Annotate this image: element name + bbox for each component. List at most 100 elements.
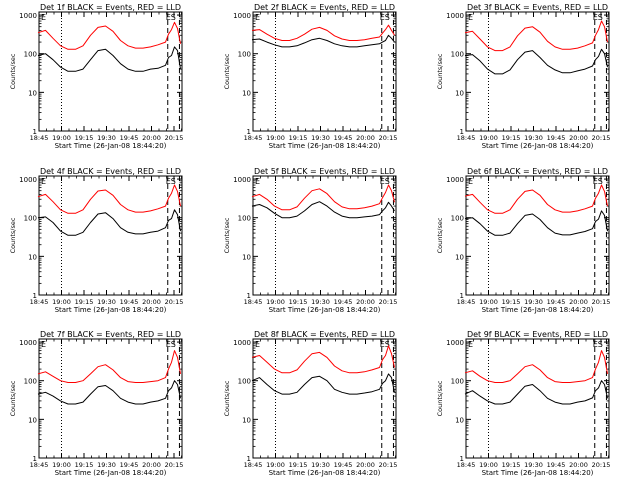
x-tick-label: 19:45 <box>334 134 353 142</box>
y-tick-label: 100 <box>451 51 464 59</box>
x-tick-label: 18:45 <box>244 298 263 306</box>
es-marker-label: ES <box>166 13 176 22</box>
y-tick-label: 10 <box>455 416 464 424</box>
series-line-lld <box>251 345 395 374</box>
x-tick-label: 20:00 <box>142 461 161 469</box>
y-axis-label: Counts/sec <box>436 53 444 89</box>
series-line-events <box>37 46 181 72</box>
y-tick-label: 100 <box>451 215 464 223</box>
y-tick-label: 10 <box>28 253 37 261</box>
panel-det-8: Det 8f BLACK = Events, RED = LLD 1 10 100 10… <box>223 330 397 477</box>
x-axis-label: Start Time (26-Jan-08 18:44:20) <box>482 142 594 150</box>
x-tick-label: 19:30 <box>97 298 116 306</box>
y-tick-label: 1000 <box>233 12 251 20</box>
y-tick-label: 1000 <box>446 12 464 20</box>
x-tick-label: 19:00 <box>52 461 71 469</box>
x-axis-label: Start Time (26-Jan-08 18:44:20) <box>482 469 594 477</box>
plot-frame <box>252 338 397 459</box>
plot-frame <box>38 11 183 132</box>
x-tick-label: 20:00 <box>142 298 161 306</box>
x-tick-label: 19:30 <box>524 461 543 469</box>
x-tick-label: 18:45 <box>457 461 476 469</box>
y-tick-label: 1 <box>460 128 464 136</box>
y-tick-label: 100 <box>24 51 37 59</box>
series-line-lld <box>251 184 395 211</box>
plot-frame <box>38 175 183 296</box>
x-tick-label: 20:15 <box>592 461 611 469</box>
series-line-events <box>464 380 608 405</box>
y-tick-label: 1000 <box>446 339 464 347</box>
series-line-events <box>251 201 395 219</box>
panel-det-5: Det 5f BLACK = Events, RED = LLD 1 10 100 10… <box>223 167 397 314</box>
y-tick-label: 10 <box>455 253 464 261</box>
y-tick-label: 10 <box>28 89 37 97</box>
panel-det-7: Det 7f BLACK = Events, RED = LLD 1 10 100 10… <box>9 330 183 477</box>
panel-det-4: Det 4f BLACK = Events, RED = LLD 1 10 100 10… <box>9 167 183 314</box>
panel-title: Det 7f BLACK = Events, RED = LLD <box>40 330 181 339</box>
y-tick-label: 1 <box>33 128 37 136</box>
es-marker-label: ES <box>593 177 603 186</box>
x-tick-label: 19:45 <box>547 298 566 306</box>
x-axis-label: Start Time (26-Jan-08 18:44:20) <box>55 306 167 314</box>
x-tick-label: 19:15 <box>289 134 308 142</box>
x-tick-label: 19:15 <box>502 134 521 142</box>
series-line-lld <box>464 20 608 52</box>
y-axis-label: Counts/sec <box>223 217 231 253</box>
panel-det-9: Det 9f BLACK = Events, RED = LLD 1 10 100 10… <box>436 330 610 477</box>
panel-det-3: Det 3f BLACK = Events, RED = LLD 1 10 100 10… <box>436 3 610 150</box>
x-tick-label: 19:15 <box>75 298 94 306</box>
x-tick-label: 19:15 <box>75 134 94 142</box>
x-tick-label: 19:00 <box>52 134 71 142</box>
y-tick-label: 100 <box>238 215 251 223</box>
panel-title: Det 9f BLACK = Events, RED = LLD <box>467 330 608 339</box>
x-tick-label: 19:30 <box>524 134 543 142</box>
y-axis-label: Counts/sec <box>9 380 17 416</box>
x-tick-label: 18:45 <box>30 461 49 469</box>
x-tick-label: 19:00 <box>266 134 285 142</box>
e-marker-label: E <box>41 177 46 186</box>
es-marker-label: ES <box>380 177 390 186</box>
panel-det-2: Det 2f BLACK = Events, RED = LLD 1 10 100 10… <box>223 3 397 150</box>
plot-frame <box>38 338 183 459</box>
x-tick-label: 20:15 <box>379 134 398 142</box>
x-tick-label: 19:15 <box>75 461 94 469</box>
x-axis-label: Start Time (26-Jan-08 18:44:20) <box>269 142 381 150</box>
y-tick-label: 10 <box>28 416 37 424</box>
es-marker-label: ES <box>380 13 390 22</box>
x-axis-label: Start Time (26-Jan-08 18:44:20) <box>269 306 381 314</box>
x-axis-label: Start Time (26-Jan-08 18:44:20) <box>482 306 594 314</box>
plot-frame <box>465 11 610 132</box>
x-tick-label: 19:45 <box>120 134 139 142</box>
y-tick-label: 1 <box>247 455 251 463</box>
y-axis-label: Counts/sec <box>223 53 231 89</box>
e-marker-label: E <box>255 13 260 22</box>
y-tick-label: 100 <box>451 378 464 386</box>
panel-title: Det 8f BLACK = Events, RED = LLD <box>254 330 395 339</box>
es-marker-label: ES <box>380 340 390 349</box>
series-line-events <box>37 209 181 236</box>
panel-title: Det 3f BLACK = Events, RED = LLD <box>467 3 608 12</box>
x-tick-label: 20:15 <box>592 298 611 306</box>
x-tick-label: 19:00 <box>479 461 498 469</box>
x-tick-label: 20:00 <box>142 134 161 142</box>
x-tick-label: 19:00 <box>479 298 498 306</box>
x-tick-label: 19:15 <box>289 298 308 306</box>
x-tick-label: 18:45 <box>244 461 263 469</box>
y-tick-label: 1 <box>247 128 251 136</box>
x-tick-label: 19:30 <box>311 461 330 469</box>
x-tick-label: 19:00 <box>479 134 498 142</box>
y-axis-label: Counts/sec <box>436 217 444 253</box>
y-tick-label: 10 <box>455 89 464 97</box>
y-tick-label: 100 <box>238 51 251 59</box>
x-axis-label: Start Time (26-Jan-08 18:44:20) <box>55 469 167 477</box>
x-tick-label: 19:15 <box>289 461 308 469</box>
y-tick-label: 1000 <box>233 176 251 184</box>
es-marker-label: ES <box>593 340 603 349</box>
panel-title: Det 1f BLACK = Events, RED = LLD <box>40 3 181 12</box>
y-axis-label: Counts/sec <box>436 380 444 416</box>
e-marker-label: E <box>41 340 46 349</box>
x-tick-label: 20:00 <box>356 134 375 142</box>
series-line-lld <box>464 184 608 214</box>
series-line-lld <box>37 350 181 383</box>
